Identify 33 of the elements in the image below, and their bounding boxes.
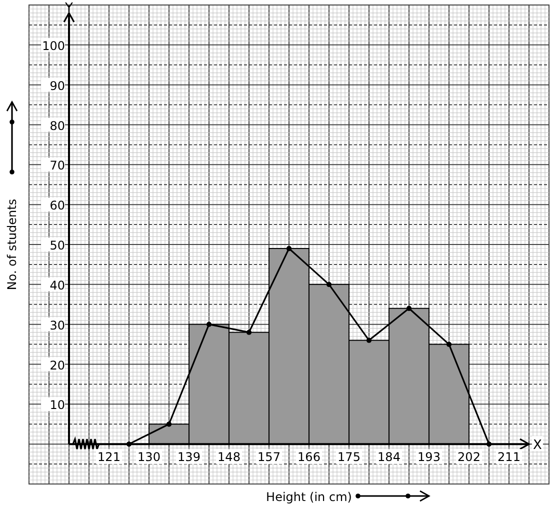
x-tick-label: 121 xyxy=(98,450,120,464)
point xyxy=(246,330,252,335)
x-tick-label: 184 xyxy=(378,450,400,464)
x-tick-label: 157 xyxy=(258,450,280,464)
y-axis-title: No. of students xyxy=(5,198,19,290)
point xyxy=(366,338,372,343)
y-tick-label: 20 xyxy=(50,358,65,372)
x-tick-label: 193 xyxy=(418,450,440,464)
y-tick-label: 40 xyxy=(50,278,65,292)
y-tick-label: 10 xyxy=(50,398,65,412)
y-tick-label: 80 xyxy=(50,118,65,133)
y-tick-label: 70 xyxy=(50,158,65,173)
x-tick-label: 202 xyxy=(458,450,480,464)
point xyxy=(446,342,452,347)
y-tick-label: 50 xyxy=(50,238,65,252)
y-tick-label: 30 xyxy=(50,318,65,332)
x-tick-label: 166 xyxy=(298,450,320,464)
point xyxy=(206,322,212,327)
x-tick-label: 130 xyxy=(138,450,160,464)
y-tick-label: 100 xyxy=(42,38,65,53)
annotation: Y xyxy=(64,1,74,16)
y-tick-label: 90 xyxy=(50,78,65,93)
x-axis-title: Height (in cm) xyxy=(266,490,352,504)
x-tick-label: 148 xyxy=(218,450,240,464)
y-tick-label: 60 xyxy=(50,198,65,213)
point xyxy=(166,422,172,427)
point xyxy=(326,282,332,288)
x-tick-label: 175 xyxy=(338,450,360,464)
annotation: X xyxy=(533,438,542,454)
point xyxy=(406,306,412,311)
x-tick-label: 211 xyxy=(498,450,520,464)
x-tick-label: 139 xyxy=(178,450,200,464)
point xyxy=(286,246,292,252)
